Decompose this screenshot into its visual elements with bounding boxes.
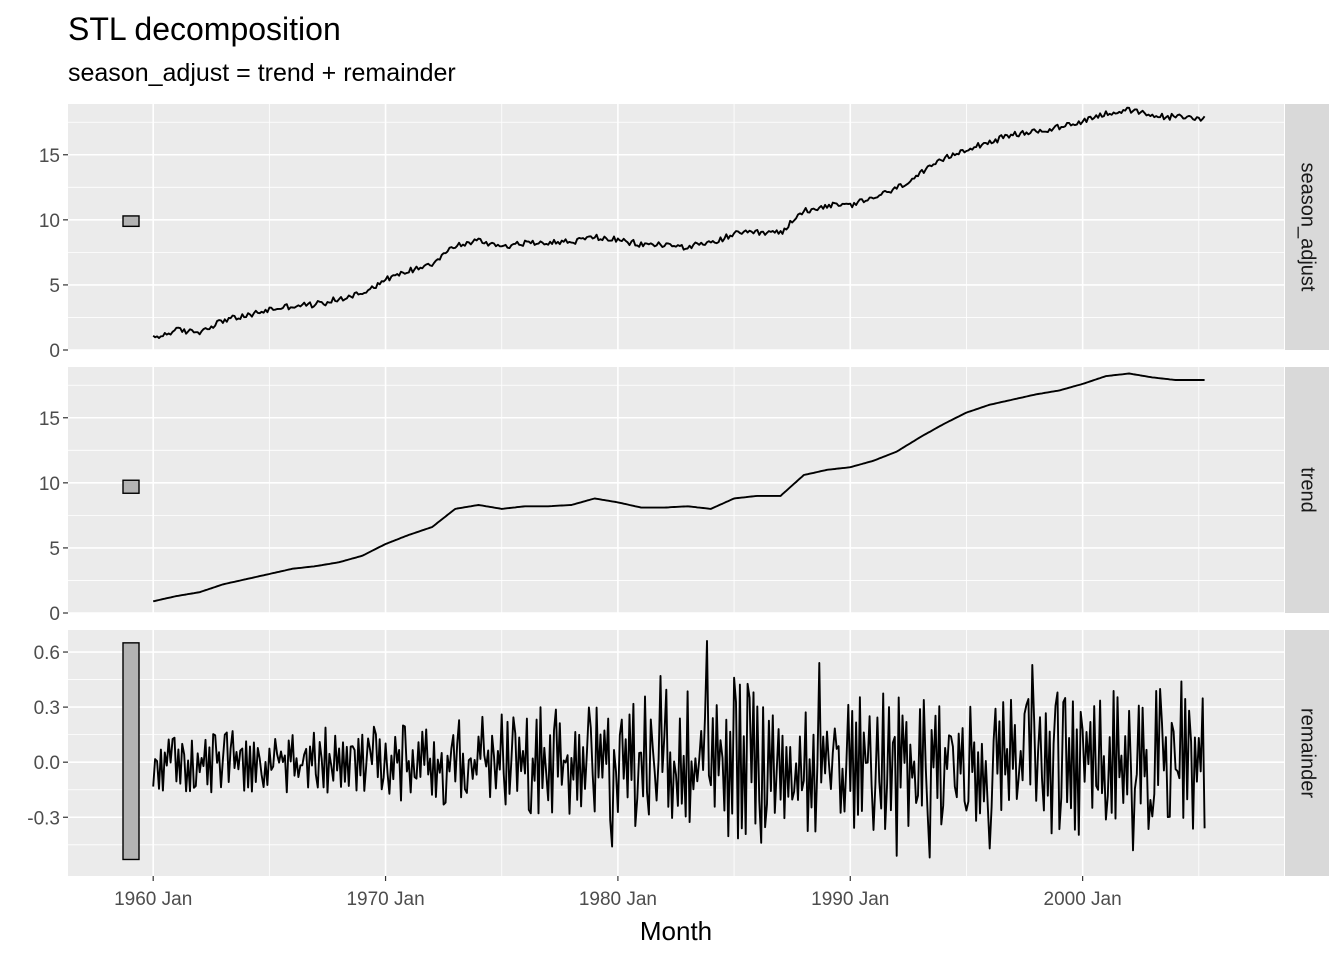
x-tick-label: 1980 Jan (579, 889, 657, 910)
facet-strip (1285, 367, 1329, 613)
x-axis: 1960 Jan 1970 Jan 1980 Jan 1990 Jan 2000 Jan (114, 876, 1122, 910)
panel-trend: 0 5 10 15 trend (39, 367, 1329, 625)
panel-remainder: -0.3 0.0 0.3 0.6 remainder (27, 630, 1329, 876)
series-line-season_adjust (152, 106, 1206, 339)
panel-background (68, 104, 1284, 350)
strip-label-season_adjust: season_adjust (1297, 163, 1319, 292)
y-tick-label: 5 (49, 276, 60, 297)
y-tick-label: 15 (39, 409, 60, 430)
y-tick-label: -0.3 (27, 808, 60, 829)
x-axis-title: Month (640, 916, 712, 946)
y-tick-label: 0.3 (34, 698, 60, 719)
y-tick-label: 0 (49, 604, 60, 625)
series-line-trend (153, 372, 1205, 603)
scale-bar (122, 479, 140, 494)
y-tick-label: 0 (49, 341, 60, 362)
scale-bar (122, 215, 140, 228)
facet-strip (1285, 630, 1329, 876)
y-tick-label: 5 (49, 539, 60, 560)
y-tick-label: 0.0 (34, 753, 60, 774)
y-tick-label: 10 (39, 211, 60, 232)
y-tick-label: 10 (39, 474, 60, 495)
chart-title: STL decomposition (68, 11, 341, 47)
y-tick-label: 0.6 (34, 643, 60, 664)
strip-label-remainder: remainder (1297, 708, 1319, 798)
facet-strip (1285, 104, 1329, 350)
panels: 0 5 10 15 season_adjust 0 5 10 15 trend -0.3 0.0 0.3… (27, 104, 1329, 876)
panel-season_adjust: 0 5 10 15 season_adjust (39, 104, 1329, 362)
strip-label-trend: trend (1297, 467, 1319, 513)
x-tick-label: 2000 Jan (1044, 889, 1122, 910)
series-line-remainder (152, 640, 1206, 859)
x-tick-label: 1970 Jan (346, 889, 424, 910)
scale-bar (122, 642, 140, 861)
y-tick-label: 15 (39, 146, 60, 167)
x-tick-label: 1990 Jan (811, 889, 889, 910)
x-tick-label: 1960 Jan (114, 889, 192, 910)
chart-subtitle: season_adjust = trend + remainder (68, 59, 456, 87)
panel-background (68, 367, 1284, 613)
